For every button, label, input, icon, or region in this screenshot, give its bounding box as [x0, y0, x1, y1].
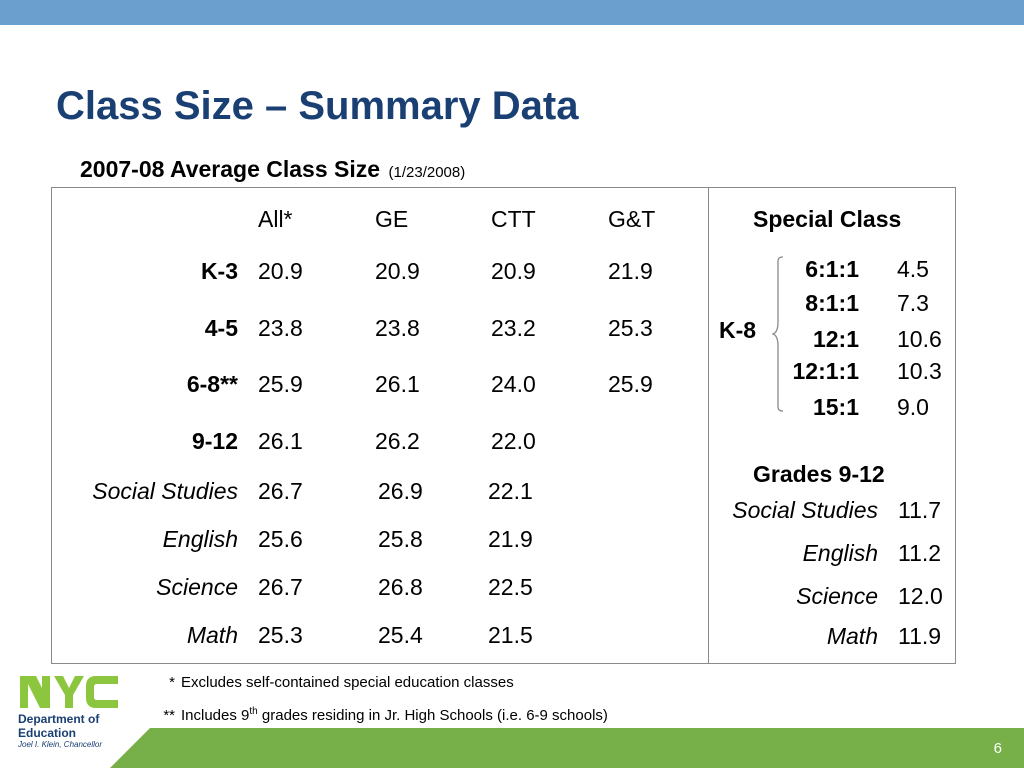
footnote-2-mark: ** — [163, 707, 175, 724]
table-cell: 26.1 — [375, 371, 420, 397]
table-cell: 20.9 — [375, 258, 420, 284]
header-ge: GE — [375, 206, 409, 232]
footnote-1: * Excludes self-contained special educati… — [150, 674, 514, 691]
header-gt: G&T — [608, 206, 656, 232]
footnote-2-superscript: th — [249, 706, 258, 717]
row-label-9-12: 9-12 — [191, 428, 238, 454]
row-label-science: Science — [156, 574, 238, 600]
ratio-value: 10.6 — [897, 326, 942, 352]
top-accent-bar — [0, 0, 1024, 25]
k8-label: K-8 — [719, 317, 757, 343]
table-cell: 23.8 — [375, 315, 420, 341]
table-cell: 25.9 — [258, 371, 303, 397]
special-class-header: Special Class — [753, 206, 902, 232]
slide-title: Class Size – Summary Data — [56, 84, 579, 128]
header-all: All* — [258, 206, 293, 232]
row-label-k3: K-3 — [200, 258, 238, 284]
table-cell: 24.0 — [491, 371, 536, 397]
ratio-label: 12:1:1 — [792, 358, 859, 384]
footnote-2-text-before: Includes 9 — [181, 707, 250, 724]
table-cell: 25.6 — [258, 526, 303, 552]
bottom-accent-bar — [110, 728, 1024, 768]
footnote-2-text-after: grades residing in Jr. High Schools (i.e… — [257, 707, 608, 724]
header-ctt: CTT — [491, 206, 536, 232]
table-cell: 26.2 — [375, 428, 420, 454]
table-cell: 25.4 — [378, 622, 423, 648]
table-cell: 25.8 — [378, 526, 423, 552]
footnote-2: ** Includes 9th grades residing in Jr. Hi… — [150, 706, 608, 724]
special-subject-label: English — [802, 540, 878, 566]
special-subject-label: Social Studies — [732, 497, 878, 523]
row-label-english: English — [162, 526, 238, 552]
ratio-value: 10.3 — [897, 358, 942, 384]
table-cell: 20.9 — [258, 258, 303, 284]
table-cell: 26.7 — [258, 574, 303, 600]
table-cell: 21.5 — [488, 622, 533, 648]
table-cell: 22.0 — [491, 428, 536, 454]
footnote-1-mark: * — [169, 674, 175, 691]
ratio-label: 6:1:1 — [805, 256, 859, 282]
logo-mark-text: NYC — [104, 689, 120, 698]
logo-chancellor-line: Joel I. Klein, Chancellor — [18, 740, 103, 749]
table-cell: 23.8 — [258, 315, 303, 341]
special-subject-label: Math — [826, 623, 878, 649]
table-cell: 21.9 — [488, 526, 533, 552]
special-subject-value: 11.2 — [898, 540, 942, 566]
table-cell: 23.2 — [491, 315, 536, 341]
curly-brace-icon — [772, 256, 784, 412]
row-label-math: Math — [186, 622, 238, 648]
table-caption: 2007-08 Average Class Size (1/23/2008) — [80, 156, 465, 183]
table-cell: 20.9 — [491, 258, 536, 284]
special-subject-value: 11.9 — [898, 623, 942, 649]
logo-department-line2: Education — [18, 726, 77, 740]
table-caption-text: 2007-08 Average Class Size — [80, 156, 381, 182]
ratio-label: 15:1 — [812, 394, 859, 420]
table-cell: 22.5 — [488, 574, 533, 600]
ratio-value: 7.3 — [897, 290, 929, 316]
grades-9-12-header: Grades 9-12 — [753, 461, 885, 487]
row-label-6-8: 6-8** — [186, 371, 238, 397]
table-cell: 21.9 — [608, 258, 653, 284]
footnote-1-text: Excludes self-contained special educatio… — [181, 674, 514, 691]
row-label-4-5: 4-5 — [204, 315, 238, 341]
table-cell: 26.7 — [258, 478, 303, 504]
ratio-label: 8:1:1 — [805, 290, 859, 316]
table-cell: 25.3 — [608, 315, 653, 341]
table-cell: 26.1 — [258, 428, 303, 454]
row-label-social-studies: Social Studies — [92, 478, 238, 504]
page-number: 6 — [993, 740, 1002, 757]
table-caption-date: (1/23/2008) — [388, 164, 466, 181]
nyc-doe-logo: NYC Department of Education Joel I. Klei… — [18, 674, 120, 749]
table-cell: 26.9 — [378, 478, 423, 504]
table-cell: 26.8 — [378, 574, 423, 600]
table-cell: 25.9 — [608, 371, 653, 397]
table-column-divider — [708, 187, 709, 664]
table-cell: 22.1 — [488, 478, 533, 504]
ratio-label: 12:1 — [812, 326, 859, 352]
ratio-value: 4.5 — [897, 256, 929, 282]
nyc-logo-icon: NYC — [18, 674, 120, 710]
ratio-value: 9.0 — [897, 394, 929, 420]
logo-department-line1: Department of — [18, 712, 100, 726]
table-cell: 25.3 — [258, 622, 303, 648]
special-subject-label: Science — [796, 583, 878, 609]
special-subject-value: 11.7 — [898, 497, 942, 523]
special-subject-value: 12.0 — [898, 583, 943, 609]
data-table-frame — [51, 187, 956, 664]
